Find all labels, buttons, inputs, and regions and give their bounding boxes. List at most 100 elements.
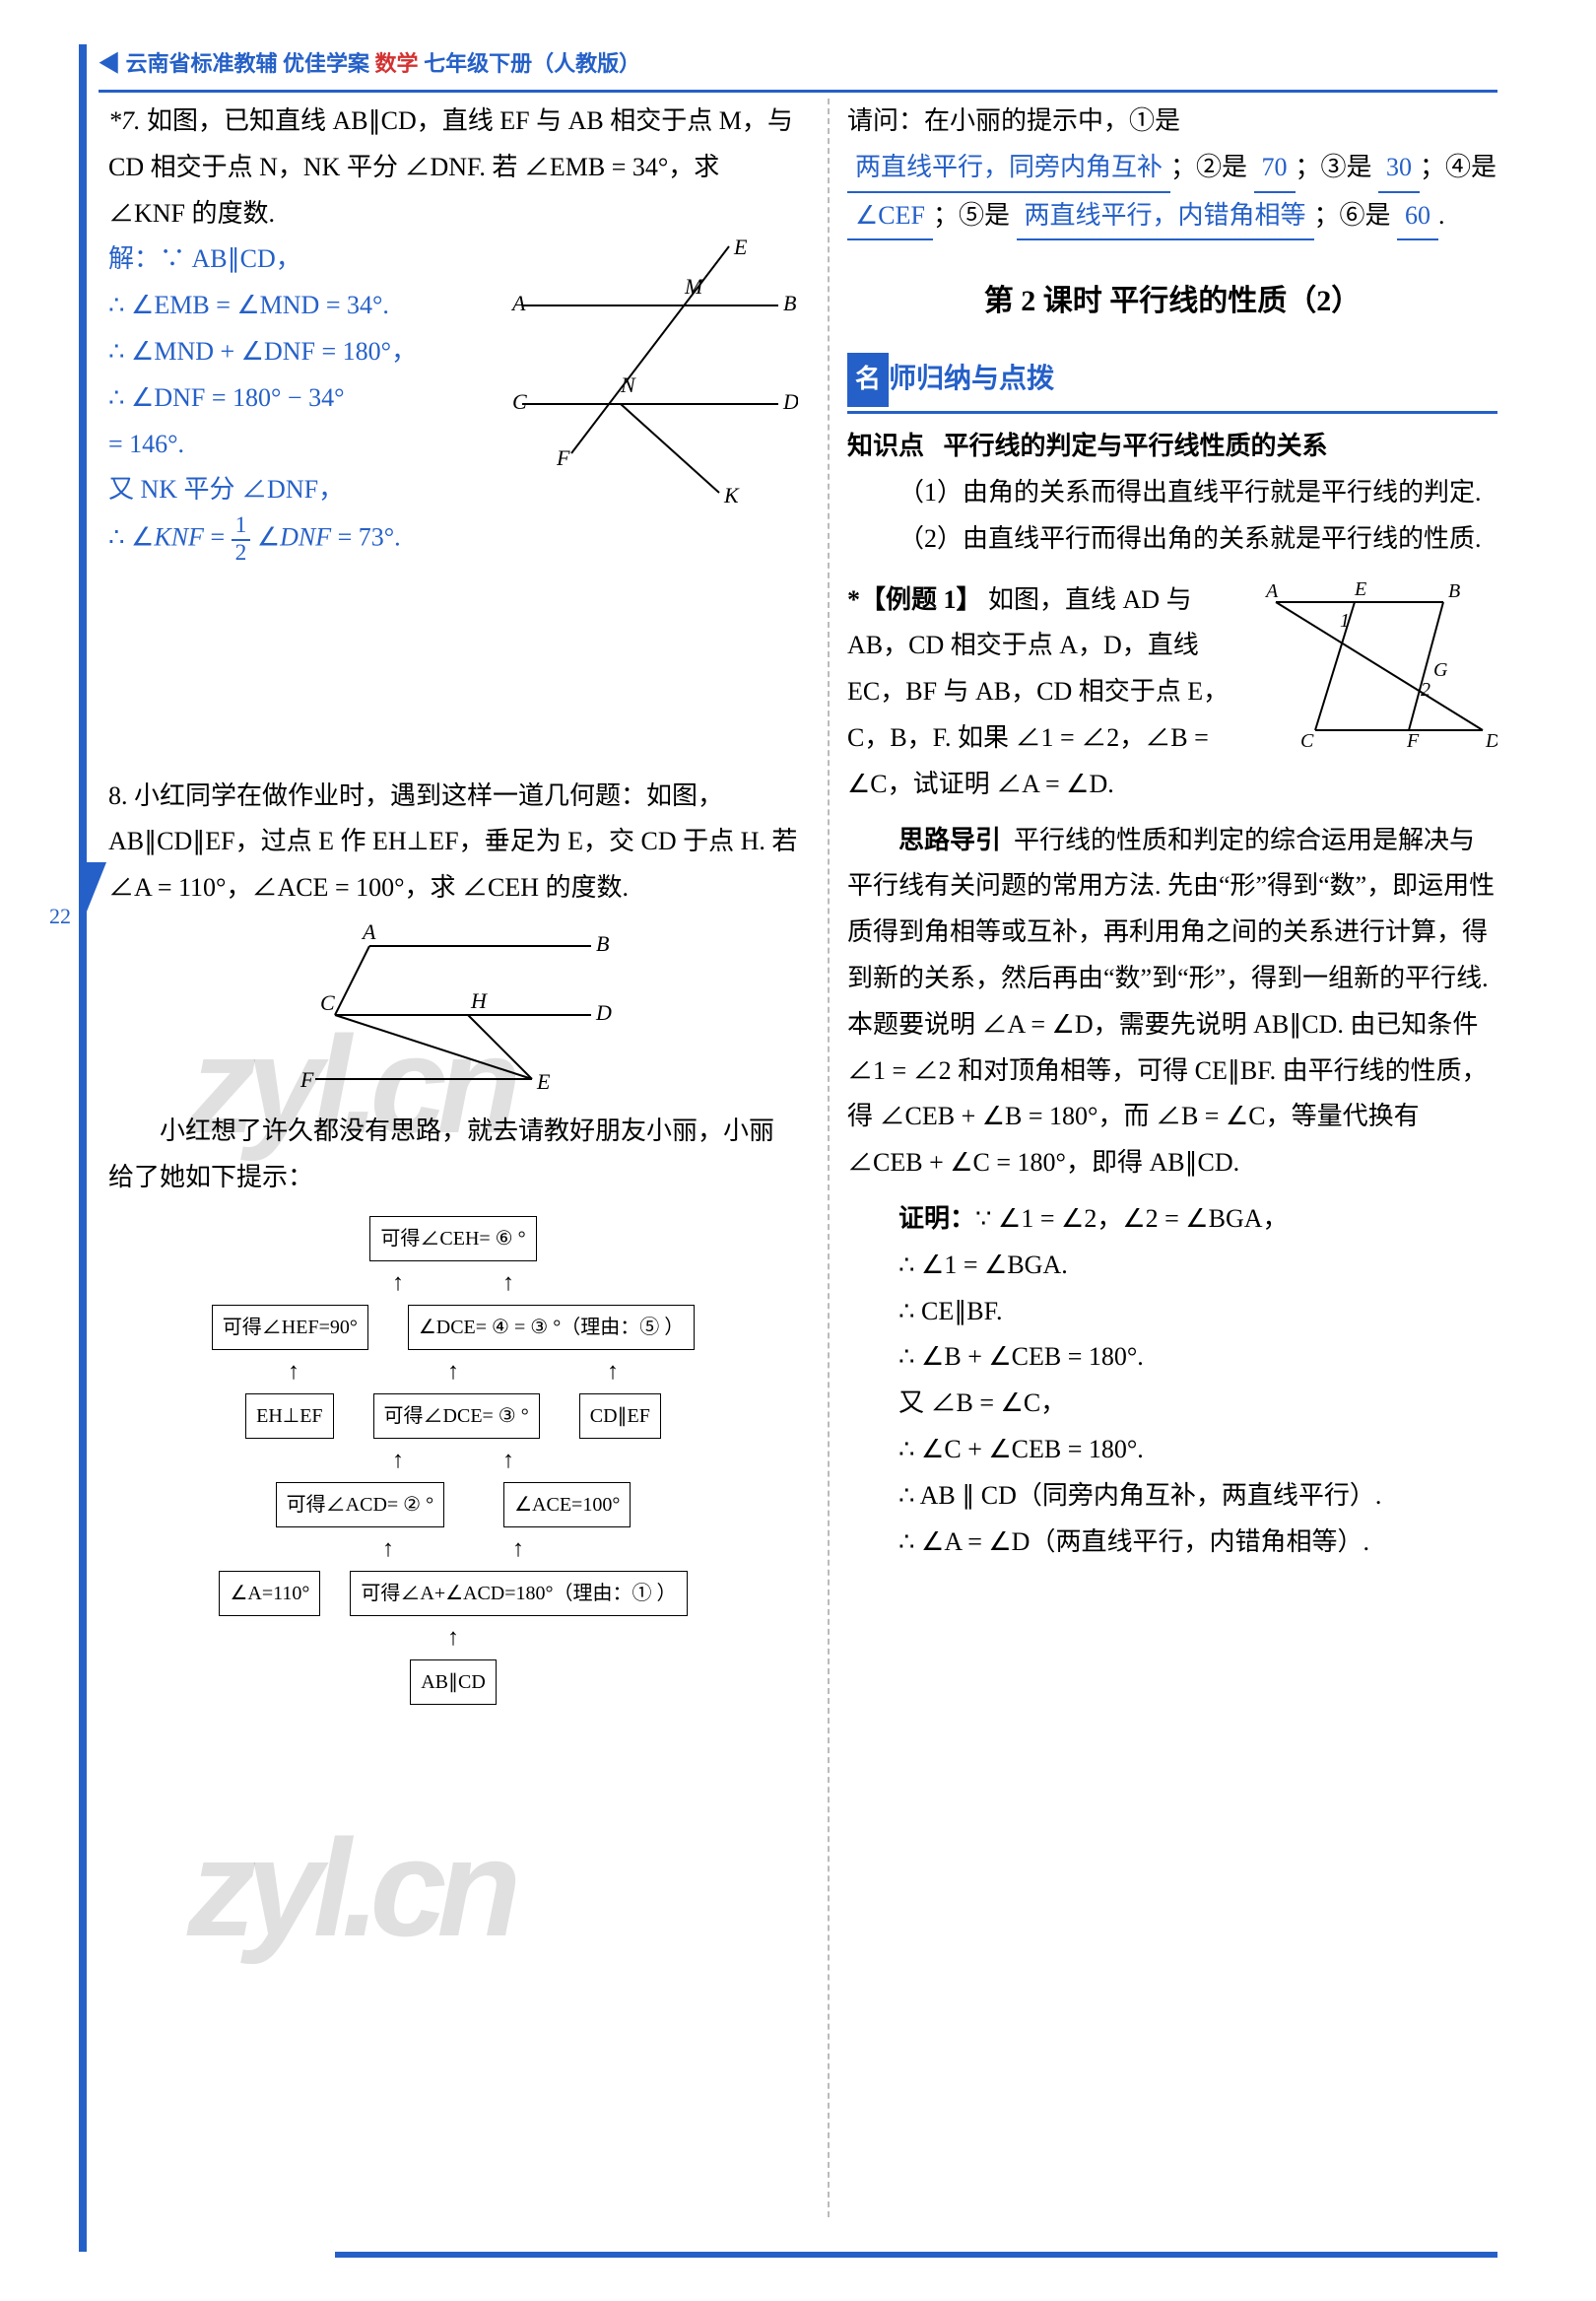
- q7-sol-line: 又 NK 平分 ∠DNF，: [108, 467, 493, 513]
- q8-prompt: 小红想了许久都没有思路，就去请教好朋友小丽，小丽给了她如下提示：: [108, 1109, 798, 1201]
- q8-number: 8.: [108, 781, 128, 810]
- svg-text:D: D: [782, 389, 798, 414]
- flow-box: 可得∠HEF=90°: [212, 1305, 368, 1350]
- silu-body: 平行线的性质和判定的综合运用是解决与平行线有关问题的常用方法. 先由“形”得到“…: [847, 826, 1495, 1178]
- svg-text:F: F: [1406, 730, 1420, 752]
- svg-text:B: B: [596, 931, 609, 956]
- svg-text:D: D: [1485, 730, 1497, 752]
- proof-line: ∴ ∠A = ∠D（两直线平行，内错角相等）.: [847, 1520, 1497, 1566]
- svg-text:C: C: [1300, 730, 1314, 752]
- q7-sol-line: = 146°.: [108, 422, 493, 468]
- arrow-up-icon: ↑: [447, 1626, 459, 1650]
- example-diagram: AB CD EF G 12: [1261, 577, 1497, 755]
- q7-sol-line: ∴ ∠MND + ∠DNF = 180°，: [108, 329, 493, 375]
- bottom-border: [335, 2252, 1497, 2258]
- kp-body-1: （1）由角的关系而得出直线平行就是平行线的判定.: [847, 470, 1497, 516]
- section-title: 第 2 课时 平行线的性质（2）: [847, 275, 1497, 328]
- svg-text:A: A: [510, 291, 526, 315]
- answers-paragraph: 请问：在小丽的提示中，①是 两直线平行，同旁内角互补；②是 70；③是 30；④…: [847, 99, 1497, 240]
- flow-box: ∠A=110°: [219, 1571, 320, 1616]
- q8-flowchart: 可得∠CEH= ⑥ ° ↑ ↑ 可得∠HEF=90° ∠DCE= ④ = ③ °…: [108, 1216, 798, 1705]
- kp-body-2: （2）由直线平行而得出角的关系就是平行线的性质.: [847, 516, 1497, 563]
- flow-box: EH⊥EF: [245, 1393, 333, 1439]
- svg-text:N: N: [620, 372, 636, 397]
- example-tag: *【例题 1】: [847, 585, 982, 614]
- blue-divider: [847, 411, 1497, 414]
- svg-text:E: E: [1354, 578, 1366, 600]
- answer-2: 70: [1254, 145, 1296, 193]
- q7-diagram: AB CD EF K MN: [502, 237, 798, 512]
- proof-line: ∴ AB ∥ CD（同旁内角互补，两直线平行）.: [847, 1473, 1497, 1520]
- example-stem: 如图，直线 AD 与 AB，CD 相交于点 A，D，直线 EC，BF 与 AB，…: [847, 585, 1229, 798]
- q7-solution: 解：∵ AB∥CD， ∴ ∠EMB = ∠MND = 34°. ∴ ∠MND +…: [108, 237, 493, 566]
- svg-text:D: D: [595, 1000, 612, 1025]
- proof-line: ∴ CE∥BF.: [847, 1289, 1497, 1335]
- q8-stem: 小红同学在做作业时，遇到这样一道几何题：如图，AB∥CD∥EF，过点 E 作 E…: [108, 781, 797, 903]
- flow-box: ∠ACE=100°: [503, 1482, 631, 1527]
- problem-7: *7. 如图，已知直线 AB∥CD，直线 EF 与 AB 相交于点 M，与 CD…: [108, 99, 798, 567]
- page-header: ◀ 云南省标准教辅 优佳学案 数学 七年级下册（人教版）: [99, 44, 1497, 93]
- svg-text:H: H: [470, 988, 488, 1013]
- header-grade: 七年级下册（人教版）: [424, 51, 640, 76]
- svg-text:E: E: [536, 1069, 551, 1094]
- proof-label: 证明：: [898, 1204, 975, 1233]
- arrow-up-icon: ↑: [392, 1271, 404, 1295]
- q7-number: *7.: [108, 106, 141, 135]
- svg-text:C: C: [512, 389, 527, 414]
- q7-stem: 如图，已知直线 AB∥CD，直线 EF 与 AB 相交于点 M，与 CD 相交于…: [108, 106, 793, 228]
- answer-1: 两直线平行，同旁内角互补: [847, 145, 1170, 193]
- header-province: 云南省标准教辅: [126, 51, 278, 76]
- header-subject: 数学: [375, 51, 419, 76]
- mingshi-badge: 名: [847, 353, 889, 407]
- silu-paragraph: 思路导引 平行线的性质和判定的综合运用是解决与平行线有关问题的常用方法. 先由“…: [847, 818, 1497, 1186]
- proof-line: ∴ ∠1 = ∠BGA.: [847, 1243, 1497, 1289]
- knowledge-point-heading: 知识点 平行线的判定与平行线性质的关系: [847, 424, 1497, 470]
- proof-block: 证明：∵ ∠1 = ∠2，∠2 = ∠BGA， ∴ ∠1 = ∠BGA. ∴ C…: [847, 1196, 1497, 1565]
- answer-5: 两直线平行，内错角相等: [1017, 193, 1314, 241]
- flow-box-top: 可得∠CEH= ⑥ °: [369, 1216, 536, 1261]
- arrow-up-icon: ↑: [288, 1360, 299, 1384]
- svg-text:A: A: [361, 921, 376, 944]
- q8-diagram: AB CD EF H: [286, 921, 621, 1099]
- svg-text:B: B: [783, 291, 796, 315]
- proof-line: ∵ ∠1 = ∠2，∠2 = ∠BGA，: [975, 1204, 1289, 1233]
- example-1: *【例题 1】 如图，直线 AD 与 AB，CD 相交于点 A，D，直线 EC，…: [847, 577, 1497, 808]
- header-series: 优佳学案: [283, 51, 369, 76]
- flow-box: 可得∠ACD= ② °: [276, 1482, 444, 1527]
- watermark: zyl.cn: [187, 1764, 511, 2012]
- svg-text:1: 1: [1340, 610, 1350, 632]
- flow-box: 可得∠DCE= ③ °: [373, 1393, 540, 1439]
- kp-label: 知识点: [847, 432, 924, 460]
- svg-text:A: A: [1264, 580, 1279, 602]
- arrow-up-icon: ↑: [512, 1537, 524, 1561]
- answers-intro: 请问：在小丽的提示中，①是: [847, 106, 1180, 135]
- svg-text:F: F: [556, 445, 570, 470]
- mingshi-block: 名师归纳与点拨: [847, 353, 1497, 414]
- left-column: *7. 如图，已知直线 AB∥CD，直线 EF 与 AB 相交于点 M，与 CD…: [108, 99, 798, 1715]
- problem-8: 8. 小红同学在做作业时，遇到这样一道几何题：如图，AB∥CD∥EF，过点 E …: [108, 774, 798, 1705]
- svg-text:C: C: [320, 990, 335, 1015]
- q7-sol-line: ∴ ∠KNF = 12 ∠DNF = 73°.: [108, 513, 493, 566]
- flow-box: ∠DCE= ④ = ③ °（理由：⑤ ）: [408, 1305, 695, 1350]
- column-divider: [828, 99, 830, 2217]
- svg-text:2: 2: [1421, 679, 1430, 701]
- proof-line: 又 ∠B = ∠C，: [847, 1381, 1497, 1427]
- kp-title: 平行线的判定与平行线性质的关系: [944, 432, 1328, 460]
- svg-text:E: E: [733, 237, 748, 259]
- right-column: 请问：在小丽的提示中，①是 两直线平行，同旁内角互补；②是 70；③是 30；④…: [847, 99, 1497, 1565]
- q7-sol-line: ∴ ∠DNF = 180° − 34°: [108, 375, 493, 422]
- mingshi-title: 师归纳与点拨: [889, 364, 1054, 394]
- svg-text:K: K: [723, 483, 740, 508]
- svg-text:B: B: [1448, 580, 1460, 602]
- arrow-up-icon: ↑: [502, 1271, 514, 1295]
- answer-3: 30: [1378, 145, 1420, 193]
- flow-box: AB∥CD: [410, 1659, 497, 1705]
- arrow-up-icon: ↑: [502, 1449, 514, 1472]
- arrow-up-icon: ↑: [392, 1449, 404, 1472]
- flow-box: 可得∠A+∠ACD=180°（理由：① ）: [350, 1571, 687, 1616]
- q7-sol-line: ∴ ∠EMB = ∠MND = 34°.: [108, 283, 493, 329]
- answer-6: 60: [1397, 193, 1438, 241]
- page-number: 22: [49, 897, 71, 936]
- arrow-up-icon: ↑: [447, 1360, 459, 1384]
- answer-4: ∠CEF: [847, 193, 933, 241]
